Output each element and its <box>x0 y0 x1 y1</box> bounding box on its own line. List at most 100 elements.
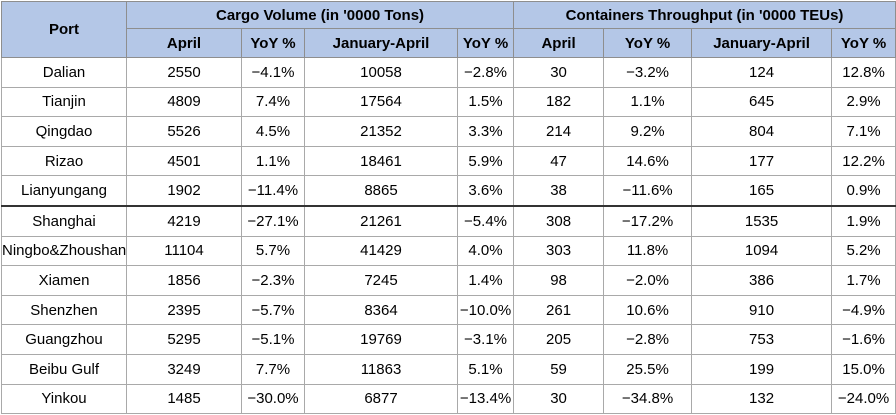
containers-ytd-yoy-cell: −24.0% <box>831 383 896 415</box>
containers-april-yoy-cell: 25.5% <box>603 353 693 385</box>
containers-april-yoy-cell: −11.6% <box>603 175 693 207</box>
containers-april-cell: 205 <box>513 324 605 355</box>
table-body: Dalian 2550 −4.1% 10058 −2.8% 30 −3.2% 1… <box>1 57 896 415</box>
table-row: Lianyungang 1902 −11.4% 8865 3.6% 38 −11… <box>1 175 896 207</box>
containers-april-cell: 38 <box>513 175 605 207</box>
cargo-april-yoy-cell: −5.1% <box>241 324 305 355</box>
cargo-ytd-cell: 8364 <box>304 294 458 326</box>
cargo-april-yoy-cell: 1.1% <box>241 145 305 177</box>
header-sub-row: April YoY % January-April YoY % April Yo… <box>2 28 896 58</box>
cargo-ytd-header: January-April <box>304 28 458 58</box>
cargo-ytd-cell: 7245 <box>304 265 458 296</box>
containers-april-cell: 303 <box>513 235 605 267</box>
cargo-ytd-cell: 6877 <box>304 383 458 415</box>
cargo-ytd-yoy-cell: 5.9% <box>456 145 515 177</box>
cargo-ytd-cell: 11863 <box>304 353 458 385</box>
containers-ytd-yoy-cell: 5.2% <box>831 235 896 267</box>
cargo-april-cell: 4501 <box>126 145 242 177</box>
port-name-cell: Xiamen <box>1 265 127 296</box>
containers-ytd-cell: 804 <box>691 116 833 147</box>
table-row: Ningbo&Zhoushan 11104 5.7% 41429 4.0% 30… <box>1 235 896 267</box>
cargo-april-yoy-cell: −5.7% <box>241 294 305 326</box>
cargo-april-header: April <box>126 28 242 58</box>
containers-ytd-yoy-cell: 7.1% <box>831 116 896 147</box>
containers-ytd-yoy-cell: 12.8% <box>831 57 896 88</box>
containers-april-yoy-cell: 11.8% <box>603 235 693 267</box>
table-row: Shanghai 4219 −27.1% 21261 −5.4% 308 −17… <box>1 205 896 237</box>
containers-april-header: April <box>513 28 605 58</box>
containers-ytd-yoy-cell: 2.9% <box>831 86 896 118</box>
containers-ytd-yoy-cell: −1.6% <box>831 324 896 355</box>
table-row: Shenzhen 2395 −5.7% 8364 −10.0% 261 10.6… <box>1 294 896 326</box>
cargo-april-cell: 2550 <box>126 57 242 88</box>
cargo-april-cell: 1856 <box>126 265 242 296</box>
containers-ytd-cell: 1094 <box>691 235 833 267</box>
containers-april-yoy-cell: −2.0% <box>603 265 693 296</box>
cargo-april-cell: 5526 <box>126 116 242 147</box>
containers-april-cell: 214 <box>513 116 605 147</box>
containers-april-yoy-cell: 10.6% <box>603 294 693 326</box>
containers-ytd-cell: 753 <box>691 324 833 355</box>
containers-april-cell: 47 <box>513 145 605 177</box>
table-row: Beibu Gulf 3249 7.7% 11863 5.1% 59 25.5%… <box>1 353 896 385</box>
containers-ytd-cell: 165 <box>691 175 833 207</box>
cargo-ytd-cell: 19769 <box>304 324 458 355</box>
containers-april-cell: 261 <box>513 294 605 326</box>
containers-april-cell: 30 <box>513 57 605 88</box>
cargo-april-cell: 1902 <box>126 175 242 207</box>
containers-april-yoy-cell: 1.1% <box>603 86 693 118</box>
containers-april-yoy-cell: −2.8% <box>603 324 693 355</box>
table-row: Yinkou 1485 −30.0% 6877 −13.4% 30 −34.8%… <box>1 383 896 415</box>
port-name-cell: Shanghai <box>1 205 127 237</box>
cargo-april-yoy-cell: 7.4% <box>241 86 305 118</box>
cargo-ytd-cell: 21261 <box>304 205 458 237</box>
cargo-ytd-cell: 10058 <box>304 57 458 88</box>
port-name-cell: Shenzhen <box>1 294 127 326</box>
containers-ytd-cell: 910 <box>691 294 833 326</box>
table-row: Rizao 4501 1.1% 18461 5.9% 47 14.6% 177 … <box>1 145 896 177</box>
cargo-april-yoy-cell: −30.0% <box>241 383 305 415</box>
cargo-volume-header: Cargo Volume (in '0000 Tons) <box>125 1 515 29</box>
containers-ytd-header: January-April <box>691 28 833 58</box>
table-row: Tianjin 4809 7.4% 17564 1.5% 182 1.1% 64… <box>1 86 896 118</box>
containers-ytd-cell: 124 <box>691 57 833 88</box>
cargo-ytd-yoy-header: YoY % <box>456 28 515 58</box>
containers-ytd-cell: 1535 <box>691 205 833 237</box>
cargo-ytd-yoy-cell: −13.4% <box>456 383 515 415</box>
table-row: Xiamen 1856 −2.3% 7245 1.4% 98 −2.0% 386… <box>1 265 896 296</box>
containers-ytd-yoy-cell: 12.2% <box>831 145 896 177</box>
containers-ytd-yoy-cell: 1.9% <box>831 205 896 237</box>
containers-ytd-yoy-cell: 1.7% <box>831 265 896 296</box>
port-name-cell: Rizao <box>1 145 127 177</box>
cargo-ytd-cell: 41429 <box>304 235 458 267</box>
cargo-april-yoy-cell: −2.3% <box>241 265 305 296</box>
cargo-april-yoy-header: YoY % <box>241 28 305 58</box>
cargo-april-yoy-cell: −27.1% <box>241 205 305 237</box>
containers-april-cell: 30 <box>513 383 605 415</box>
containers-throughput-header: Containers Throughput (in '0000 TEUs) <box>513 1 896 29</box>
cargo-ytd-yoy-cell: −2.8% <box>456 57 515 88</box>
port-name-cell: Dalian <box>1 57 127 88</box>
header-group-row: Port Cargo Volume (in '0000 Tons) Contai… <box>1 1 896 58</box>
containers-april-cell: 182 <box>513 86 605 118</box>
cargo-april-cell: 3249 <box>126 353 242 385</box>
cargo-april-yoy-cell: −11.4% <box>241 175 305 207</box>
cargo-april-yoy-cell: 7.7% <box>241 353 305 385</box>
containers-ytd-cell: 132 <box>691 383 833 415</box>
table-row: Qingdao 5526 4.5% 21352 3.3% 214 9.2% 80… <box>1 116 896 147</box>
cargo-april-cell: 2395 <box>126 294 242 326</box>
cargo-april-cell: 11104 <box>126 235 242 267</box>
cargo-ytd-cell: 17564 <box>304 86 458 118</box>
cargo-ytd-yoy-cell: 5.1% <box>456 353 515 385</box>
containers-ytd-yoy-header: YoY % <box>831 28 896 58</box>
containers-april-yoy-cell: −34.8% <box>603 383 693 415</box>
cargo-ytd-cell: 21352 <box>304 116 458 147</box>
cargo-ytd-yoy-cell: −5.4% <box>456 205 515 237</box>
port-name-cell: Lianyungang <box>1 175 127 207</box>
containers-april-yoy-cell: 14.6% <box>603 145 693 177</box>
containers-april-yoy-header: YoY % <box>603 28 693 58</box>
containers-april-cell: 308 <box>513 205 605 237</box>
cargo-ytd-yoy-cell: −3.1% <box>456 324 515 355</box>
containers-ytd-cell: 645 <box>691 86 833 118</box>
